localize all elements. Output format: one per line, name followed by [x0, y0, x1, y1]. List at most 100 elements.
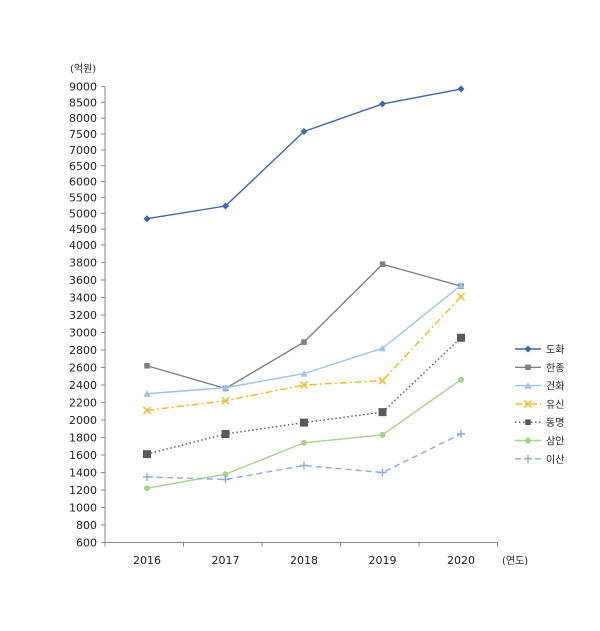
- data-point: [379, 100, 386, 108]
- y-tick-label: 3200: [69, 309, 97, 322]
- data-point: [458, 376, 464, 383]
- data-point: [378, 468, 387, 477]
- legend-item-1: 도화: [515, 344, 564, 356]
- y-tick-label: 3600: [69, 274, 97, 287]
- legend-label: 이산: [546, 454, 564, 466]
- chart-series: [143, 85, 465, 492]
- y-tick-label: 2000: [69, 414, 97, 427]
- y-tick-label: 3800: [69, 257, 97, 270]
- y-tick-label: 8500: [69, 96, 97, 109]
- legend-label: 한종: [546, 362, 564, 374]
- y-tick-label: 1400: [69, 467, 97, 480]
- data-point: [525, 419, 531, 425]
- y-unit-label: (억원): [70, 63, 96, 75]
- data-point: [221, 475, 230, 484]
- series-1: [143, 85, 465, 223]
- data-point: [300, 418, 308, 427]
- legend-item-5: 동명: [515, 417, 564, 429]
- data-point: [457, 292, 465, 301]
- legend-item-2: 한종: [515, 362, 564, 374]
- x-tick-label: 2018: [290, 554, 318, 567]
- data-point: [525, 364, 531, 371]
- series-line: [146, 263, 462, 390]
- legend-item-7: 이산: [515, 454, 564, 466]
- y-tick-label: 2400: [69, 379, 97, 392]
- data-point: [525, 437, 531, 444]
- data-point: [221, 396, 230, 405]
- y-tick-label: 9000: [69, 81, 97, 94]
- y-tick-label: 1200: [69, 484, 97, 497]
- y-tick-label: 3000: [69, 327, 97, 340]
- data-point: [144, 485, 150, 492]
- series-line: [146, 296, 462, 412]
- series-line: [146, 379, 462, 489]
- y-tick-label: 800: [76, 519, 97, 532]
- y-tick-label: 1800: [69, 432, 97, 445]
- series-5: [143, 333, 465, 459]
- series-line: [146, 433, 462, 481]
- data-point: [143, 390, 151, 397]
- data-point: [300, 128, 308, 136]
- data-point: [378, 376, 387, 385]
- y-tick-label: 6000: [69, 176, 97, 189]
- series-line: [146, 337, 462, 455]
- data-point: [144, 362, 150, 369]
- x-tick-label: 2017: [212, 554, 240, 567]
- data-point: [300, 370, 308, 377]
- chart-axes: 600 800 1000 1200 1400 1600 1800 2000 2200 2400 26…: [69, 81, 498, 567]
- legend-label: 삼안: [546, 436, 564, 448]
- data-point: [379, 261, 386, 268]
- legend-label: 도화: [546, 344, 564, 356]
- series-6: [144, 376, 464, 492]
- legend-label: 유신: [546, 399, 564, 411]
- data-point: [300, 461, 308, 470]
- x-unit-label: (연도): [502, 555, 528, 567]
- data-point: [457, 333, 465, 342]
- y-tick-label: 600: [76, 537, 97, 550]
- legend-label: 동명: [546, 417, 564, 429]
- data-point: [524, 345, 532, 353]
- data-point: [143, 450, 151, 459]
- data-point: [222, 384, 229, 391]
- data-point: [457, 85, 465, 93]
- data-point: [457, 281, 465, 289]
- series-4: [143, 292, 465, 415]
- y-tick-label: 7500: [69, 128, 97, 141]
- data-point: [379, 431, 386, 438]
- y-tick-label: 2600: [69, 362, 97, 375]
- data-point: [379, 344, 386, 352]
- data-point: [143, 406, 151, 415]
- legend-label: 건화: [546, 381, 564, 393]
- data-point: [300, 381, 308, 389]
- data-point: [457, 430, 465, 438]
- data-point: [143, 472, 151, 481]
- data-point: [301, 339, 307, 345]
- data-point: [378, 408, 387, 417]
- y-tick-label: 4500: [69, 223, 97, 236]
- y-tick-label: 8000: [69, 112, 97, 125]
- y-tick-label: 4000: [69, 239, 97, 252]
- series-3: [143, 281, 465, 397]
- data-point: [524, 454, 532, 463]
- x-tick-label: 2020: [447, 554, 475, 567]
- y-tick-label: 1000: [69, 502, 97, 515]
- y-tick-label: 6500: [69, 160, 97, 173]
- legend-item-3: 건화: [515, 381, 564, 393]
- data-point: [524, 382, 532, 389]
- y-tick-label: 5500: [69, 191, 97, 204]
- y-tick-label: 2200: [69, 397, 97, 410]
- legend-item-4: 유신: [515, 399, 564, 411]
- data-point: [222, 202, 229, 210]
- y-tick-label: 3400: [69, 292, 97, 305]
- series-line: [146, 88, 462, 220]
- y-tick-label: 5000: [69, 207, 97, 220]
- data-point: [524, 399, 532, 408]
- x-tick-label: 2019: [369, 554, 397, 567]
- series-7: [143, 430, 465, 484]
- data-point: [221, 430, 230, 438]
- y-tick-label: 1600: [69, 449, 97, 462]
- x-tick-label: 2016: [133, 554, 161, 567]
- legend-item-6: 삼안: [515, 436, 564, 448]
